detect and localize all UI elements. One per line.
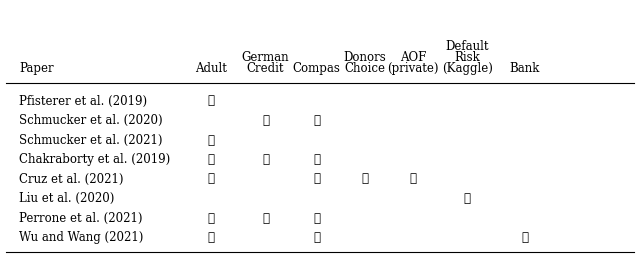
Text: Default: Default (445, 40, 489, 53)
Text: Perrone et al. (2021): Perrone et al. (2021) (19, 212, 143, 224)
Text: Liu et al. (2020): Liu et al. (2020) (19, 192, 115, 205)
Text: ✓: ✓ (522, 231, 528, 244)
Text: Bank: Bank (509, 62, 540, 75)
Text: ✓: ✓ (314, 212, 320, 224)
Text: ✓: ✓ (208, 231, 214, 244)
Text: ✓: ✓ (208, 133, 214, 147)
Text: German: German (242, 51, 289, 64)
Text: Paper: Paper (19, 62, 54, 75)
Text: (Kaggle): (Kaggle) (442, 62, 493, 75)
Text: Choice: Choice (344, 62, 385, 75)
Text: ✓: ✓ (262, 212, 269, 224)
Text: Adult: Adult (195, 62, 227, 75)
Text: Schmucker et al. (2021): Schmucker et al. (2021) (19, 133, 163, 147)
Text: Wu and Wang (2021): Wu and Wang (2021) (19, 231, 143, 244)
Text: ✓: ✓ (410, 173, 416, 186)
Text: Credit: Credit (247, 62, 284, 75)
Text: ✓: ✓ (464, 192, 470, 205)
Text: ✓: ✓ (208, 212, 214, 224)
Text: (private): (private) (387, 62, 438, 75)
Text: Risk: Risk (454, 51, 480, 64)
Text: Cruz et al. (2021): Cruz et al. (2021) (19, 173, 124, 186)
Text: ✓: ✓ (208, 173, 214, 186)
Text: ✓: ✓ (208, 94, 214, 108)
Text: ✓: ✓ (314, 231, 320, 244)
Text: Schmucker et al. (2020): Schmucker et al. (2020) (19, 114, 163, 127)
Text: Chakraborty et al. (2019): Chakraborty et al. (2019) (19, 153, 170, 166)
Text: ✓: ✓ (314, 173, 320, 186)
Text: ✓: ✓ (262, 153, 269, 166)
Text: ✓: ✓ (362, 173, 368, 186)
Text: ✓: ✓ (262, 114, 269, 127)
Text: Compas: Compas (293, 62, 340, 75)
Text: AOF: AOF (399, 51, 426, 64)
Text: ✓: ✓ (314, 114, 320, 127)
Text: ✓: ✓ (314, 153, 320, 166)
Text: ✓: ✓ (208, 153, 214, 166)
Text: Pfisterer et al. (2019): Pfisterer et al. (2019) (19, 94, 147, 108)
Text: Donors: Donors (344, 51, 386, 64)
